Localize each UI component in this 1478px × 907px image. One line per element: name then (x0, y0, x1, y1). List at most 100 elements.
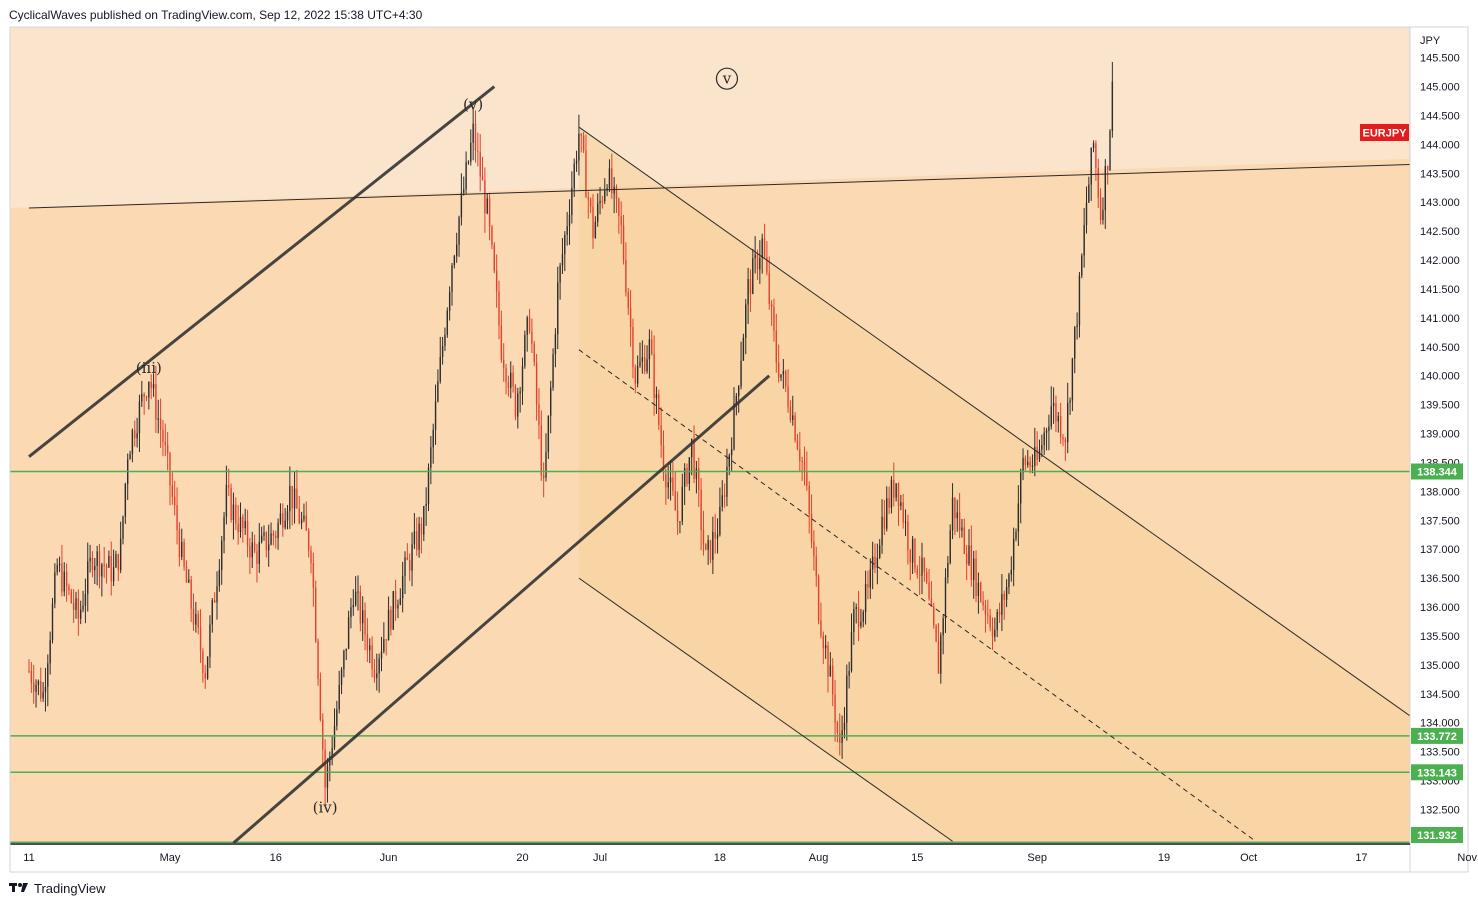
symbol-tag-text: EURJPY (1362, 128, 1407, 140)
candle-down (479, 151, 481, 177)
candle-up (87, 561, 89, 595)
y-tick-label: 141.500 (1420, 284, 1460, 296)
candle-down (373, 669, 376, 678)
candle-up (940, 635, 942, 674)
candle-down (1095, 143, 1097, 168)
regression-channel-fill (578, 127, 1410, 842)
channel-upper-line[interactable] (578, 126, 1478, 841)
price-level-tag[interactable]: 133.772 (1411, 727, 1463, 744)
candle-down (249, 545, 251, 558)
candle-up (876, 557, 879, 568)
candle-down (923, 557, 926, 572)
candle-up (157, 418, 159, 420)
candle-up (392, 591, 394, 630)
candle-down (1029, 461, 1031, 467)
candle-down (110, 555, 112, 582)
candle-down (420, 523, 423, 535)
candle-up (216, 586, 218, 603)
candle-up (949, 530, 951, 564)
candle-up (521, 365, 524, 392)
candle-up (977, 582, 980, 596)
x-tick-label: May (160, 852, 181, 864)
price-level-tag[interactable]: 133.143 (1411, 764, 1463, 781)
candle-down (491, 226, 493, 245)
candle-up (994, 630, 996, 637)
y-tick-label: 143.000 (1420, 197, 1460, 209)
candle-up (96, 551, 98, 566)
candle-up (380, 651, 383, 659)
candle-up (432, 429, 434, 448)
candle-up (726, 466, 728, 497)
price-level-tag[interactable]: 138.344 (1411, 463, 1463, 480)
candle-up (141, 393, 143, 402)
candle-down (117, 554, 119, 571)
y-tick-label: 136.000 (1420, 602, 1460, 614)
candle-down (364, 610, 366, 635)
candle-down (1099, 197, 1102, 220)
candle-down (514, 386, 517, 417)
candle-up (1069, 400, 1071, 403)
price-level-tag[interactable]: 131.932 (1411, 827, 1463, 843)
candle-up (575, 160, 578, 164)
candle-up (101, 564, 103, 577)
candle-down (622, 225, 625, 261)
candle-down (810, 513, 813, 542)
candle-up (347, 617, 350, 649)
price-level-tag-text: 133.143 (1417, 767, 1457, 779)
candle-down (134, 430, 136, 439)
candle-up (263, 532, 265, 536)
candle-down (625, 260, 627, 293)
lower-wave-channel-line[interactable] (232, 374, 771, 843)
candle-up (557, 282, 559, 335)
candle-up (270, 533, 272, 545)
candle-up (996, 611, 998, 631)
candle-down (1055, 403, 1057, 422)
candle-up (333, 725, 336, 748)
candle-down (796, 440, 799, 450)
candle-up (444, 334, 446, 346)
candle-up (890, 480, 893, 508)
candle-up (465, 162, 467, 190)
candle-down (282, 513, 284, 528)
wave-label-circle (715, 67, 739, 90)
candle-up (425, 504, 427, 506)
candle-down (159, 418, 162, 431)
candle-down (662, 445, 665, 474)
candle-up (1012, 538, 1015, 570)
candle-down (693, 438, 695, 479)
y-tick-label: 139.000 (1420, 429, 1460, 441)
resistance-line-line[interactable] (28, 159, 1478, 209)
footer[interactable]: TradingView (9, 881, 106, 896)
candle-down (592, 206, 594, 238)
candle-down (275, 535, 277, 538)
candle-down (620, 215, 622, 226)
y-tick-label: 134.000 (1420, 718, 1460, 730)
candle-up (961, 527, 963, 531)
candle-up (848, 670, 850, 676)
candle-up (850, 631, 853, 671)
channel-middle-line[interactable] (578, 349, 1256, 842)
candle-down (105, 566, 108, 568)
symbol-tag-bg (1360, 124, 1409, 141)
candle-down (775, 330, 777, 363)
candle-up (119, 538, 122, 571)
plot-area[interactable]: (iii) (iv) (v) v (10, 61, 1478, 843)
candle-up (47, 663, 49, 687)
candle-down (390, 609, 392, 630)
candle-down (199, 627, 202, 652)
candle-up (399, 598, 401, 605)
symbol-price-tag[interactable]: EURJPY (1360, 124, 1409, 141)
upper-wave-channel-line[interactable] (28, 85, 496, 458)
candle-down (803, 462, 806, 472)
candle-up (1034, 446, 1036, 466)
candle-down (171, 485, 174, 497)
channel-lower-line[interactable] (578, 577, 953, 842)
candle-up (35, 685, 37, 692)
candle-down (806, 471, 808, 486)
candle-down (756, 254, 759, 270)
candle-up (239, 516, 242, 533)
candle-up (44, 686, 47, 692)
candle-up (460, 192, 463, 218)
candle-up (362, 610, 364, 624)
